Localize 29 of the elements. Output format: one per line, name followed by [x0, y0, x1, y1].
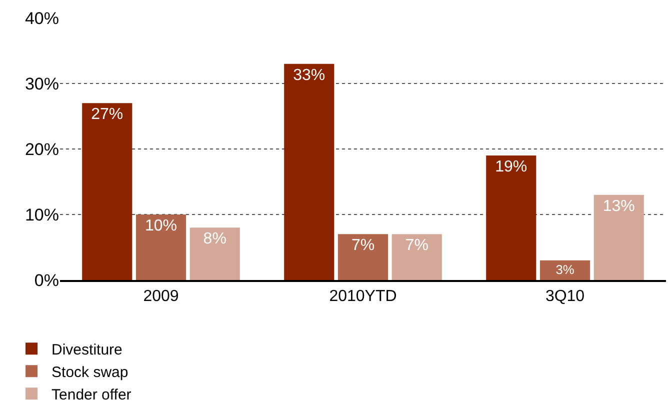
data-label: 7% [351, 237, 375, 254]
data-label: 27% [91, 106, 124, 124]
bar [540, 260, 590, 280]
y-tick-label: 0% [34, 270, 59, 290]
x-tick-label: 2010YTD [329, 288, 397, 306]
bar [136, 214, 186, 280]
data-label: 33% [293, 66, 326, 84]
data-label: 10% [144, 218, 178, 234]
x-tick-label: 2009 [143, 288, 179, 306]
data-label: 8% [203, 230, 226, 248]
y-tick-label: 30% [24, 74, 59, 94]
bar [284, 64, 334, 280]
bar [486, 156, 536, 280]
bar [190, 228, 240, 280]
bar [82, 103, 132, 280]
legend-label: Stock swap [52, 364, 128, 381]
data-label: 19% [495, 158, 528, 176]
data-label: 3% [556, 262, 574, 277]
bar [594, 194, 644, 280]
data-label: 13% [602, 198, 635, 215]
data-label: 7% [405, 237, 428, 254]
y-tick-label: 20% [24, 140, 59, 159]
legend-label: Divestiture [52, 342, 122, 358]
bar [392, 234, 442, 280]
bar [338, 234, 388, 280]
y-tick-label: 40% [24, 8, 59, 28]
legend-label: Tender offer [52, 386, 132, 404]
x-tick-label: 3Q10 [545, 288, 585, 306]
y-tick-label: 10% [24, 205, 59, 224]
